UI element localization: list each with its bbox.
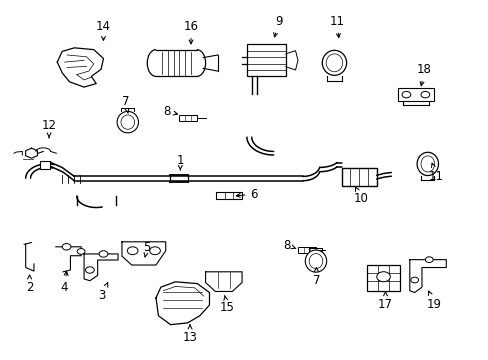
Text: 4: 4 <box>61 271 68 294</box>
Bar <box>246 44 285 76</box>
Polygon shape <box>122 242 165 265</box>
Circle shape <box>410 277 418 283</box>
Text: 17: 17 <box>377 292 392 311</box>
Ellipse shape <box>322 50 346 75</box>
Bar <box>341 168 376 186</box>
Text: 19: 19 <box>426 291 441 311</box>
Circle shape <box>62 244 71 250</box>
Text: 11: 11 <box>428 163 443 183</box>
Polygon shape <box>57 48 103 87</box>
Text: 12: 12 <box>41 119 57 138</box>
Bar <box>366 265 399 292</box>
Circle shape <box>401 91 410 98</box>
Text: 9: 9 <box>273 14 282 37</box>
Bar <box>179 114 197 121</box>
Text: 14: 14 <box>96 20 111 40</box>
Ellipse shape <box>305 250 326 272</box>
Text: 8: 8 <box>163 105 177 118</box>
Bar <box>40 161 50 169</box>
Circle shape <box>149 247 160 255</box>
Polygon shape <box>156 282 209 325</box>
Text: 8: 8 <box>283 239 295 252</box>
Bar <box>397 88 433 102</box>
Text: 2: 2 <box>26 275 33 294</box>
Text: 5: 5 <box>143 240 151 257</box>
Circle shape <box>420 91 429 98</box>
Text: 18: 18 <box>416 63 431 86</box>
Polygon shape <box>156 50 197 76</box>
Circle shape <box>99 251 108 257</box>
Text: 3: 3 <box>98 283 107 302</box>
Circle shape <box>376 272 389 282</box>
Polygon shape <box>25 148 38 158</box>
Circle shape <box>425 257 432 262</box>
Text: 15: 15 <box>220 296 234 314</box>
Text: 6: 6 <box>236 188 258 201</box>
Text: 7: 7 <box>312 267 320 287</box>
Text: 7: 7 <box>122 95 129 113</box>
Text: 16: 16 <box>183 20 198 44</box>
Circle shape <box>77 249 85 254</box>
Polygon shape <box>409 260 446 293</box>
Text: 10: 10 <box>353 187 368 206</box>
Text: 1: 1 <box>176 154 183 170</box>
Circle shape <box>127 247 138 255</box>
Text: 13: 13 <box>182 325 197 344</box>
Bar <box>297 247 316 253</box>
Ellipse shape <box>416 152 438 176</box>
Polygon shape <box>205 272 242 292</box>
Bar <box>216 192 241 199</box>
Circle shape <box>85 267 94 273</box>
Ellipse shape <box>117 111 138 133</box>
Text: 11: 11 <box>329 14 344 37</box>
